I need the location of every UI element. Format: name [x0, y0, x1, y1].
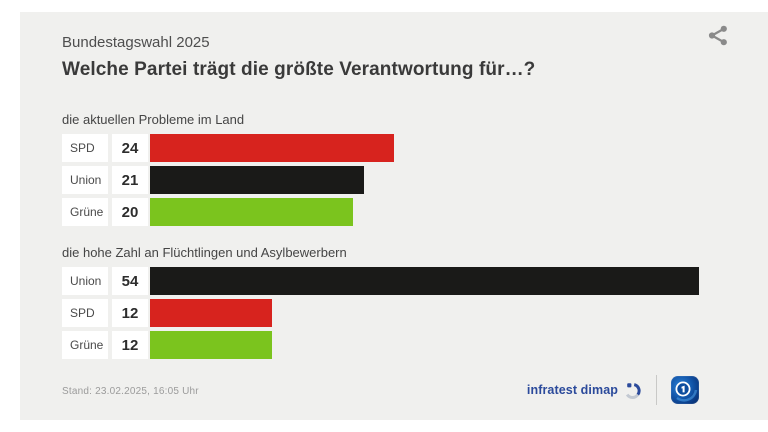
bar-row: Grüne 12	[62, 331, 768, 359]
party-label: SPD	[62, 299, 108, 327]
infratest-dimap-label: infratest dimap	[526, 383, 618, 397]
chart-card: Bundestagswahl 2025 Welche Partei trägt …	[20, 12, 768, 420]
share-button[interactable]	[706, 23, 730, 47]
page-title: Welche Partei trägt die größte Verantwor…	[62, 59, 536, 80]
tagesschau-logo	[671, 376, 699, 404]
bar-row: SPD 24	[62, 134, 768, 162]
party-value: 54	[112, 267, 148, 295]
bar	[150, 166, 364, 194]
party-label: SPD	[62, 134, 108, 162]
bar	[150, 331, 272, 359]
infratest-dimap-logo: infratest dimap	[527, 382, 641, 399]
party-value: 24	[112, 134, 148, 162]
footer-logos: infratest dimap	[527, 375, 699, 405]
party-value: 12	[112, 299, 148, 327]
share-icon	[708, 25, 727, 46]
section-title: die aktuellen Probleme im Land	[62, 112, 245, 127]
bar	[150, 299, 272, 327]
party-label: Grüne	[62, 198, 108, 226]
footer-divider	[656, 375, 657, 405]
party-label: Grüne	[62, 331, 108, 359]
bar-row: Grüne 20	[62, 198, 768, 226]
bar	[150, 198, 353, 226]
party-value: 12	[112, 331, 148, 359]
party-label: Union	[62, 267, 108, 295]
chart-area: die aktuellen Probleme im Land SPD 24 Union…	[62, 112, 768, 378]
party-value: 20	[112, 198, 148, 226]
party-label: Union	[62, 166, 108, 194]
kicker: Bundestagswahl 2025	[62, 34, 210, 51]
bar	[150, 134, 394, 162]
party-value: 21	[112, 166, 148, 194]
chart-section: die aktuellen Probleme im Land SPD 24 Union…	[62, 112, 768, 226]
stand-timestamp: Stand: 23.02.2025, 16:05 Uhr	[62, 386, 199, 397]
infratest-dimap-icon	[624, 382, 641, 399]
bar-row: Union 21	[62, 166, 768, 194]
bar-row: Union 54	[62, 267, 768, 295]
bar-row: SPD 12	[62, 299, 768, 327]
chart-section: die hohe Zahl an Flüchtlingen und Asylbe…	[62, 245, 768, 359]
section-title: die hohe Zahl an Flüchtlingen und Asylbe…	[62, 245, 347, 260]
bar	[150, 267, 699, 295]
